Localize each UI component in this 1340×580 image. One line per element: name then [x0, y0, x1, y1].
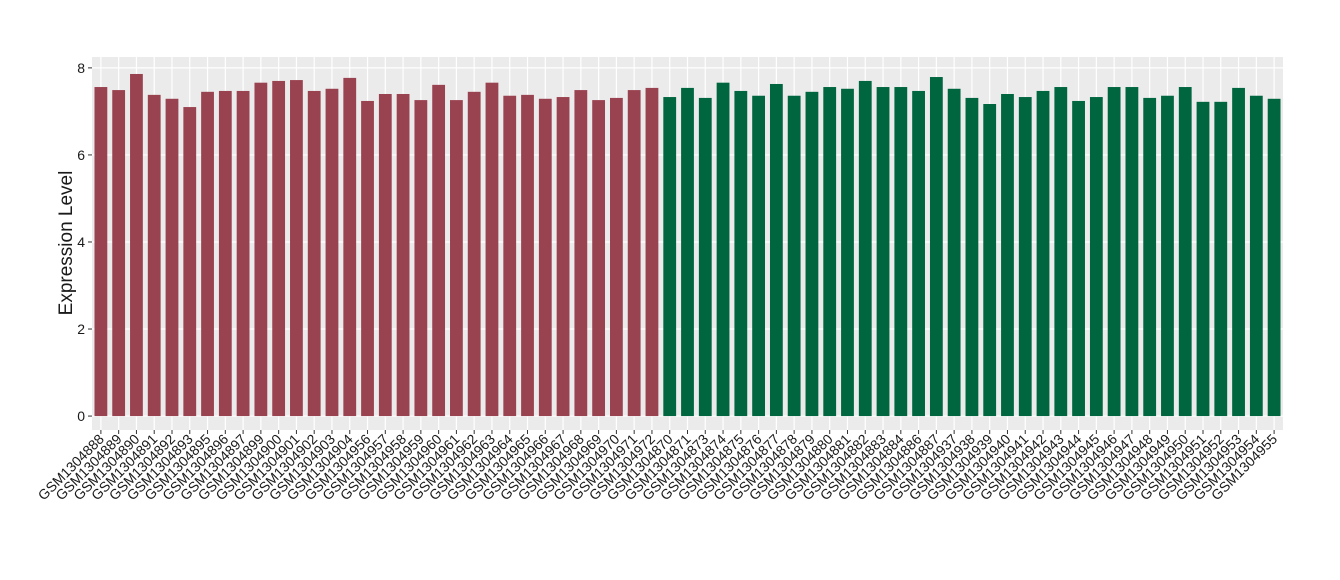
bar: [1143, 97, 1157, 417]
bar: [841, 88, 854, 417]
bar: [307, 90, 321, 417]
bar: [396, 93, 410, 417]
bar: [254, 82, 268, 417]
bar: [218, 90, 232, 417]
y-tick-label: 8: [77, 60, 85, 76]
bar: [609, 97, 623, 417]
bar: [147, 94, 161, 417]
bar: [290, 80, 303, 417]
bar: [663, 97, 677, 417]
bar: [574, 90, 588, 417]
bar: [592, 100, 606, 417]
bar: [645, 87, 659, 417]
bar: [183, 107, 197, 417]
bar: [716, 82, 730, 417]
bar: [1018, 97, 1032, 417]
bar: [1249, 95, 1263, 417]
bar: [858, 80, 872, 417]
y-tick-label: 0: [77, 408, 85, 424]
bar: [94, 87, 108, 417]
bar: [1196, 101, 1210, 417]
bar: [1036, 90, 1050, 417]
bar: [1089, 97, 1103, 417]
bar: [450, 100, 463, 417]
bar: [1267, 98, 1281, 417]
bar: [1161, 95, 1174, 417]
bar: [876, 87, 890, 417]
bar: [165, 98, 179, 417]
bar: [130, 73, 143, 417]
bar: [112, 90, 126, 417]
bar: [361, 100, 374, 417]
bar: [325, 88, 339, 417]
bar: [1125, 87, 1139, 417]
bar: [503, 95, 517, 417]
bar: [538, 98, 552, 417]
y-tick-label: 2: [77, 321, 85, 337]
bar: [965, 97, 979, 417]
bar: [521, 94, 534, 417]
bar: [1001, 93, 1014, 417]
bar: [1072, 100, 1085, 417]
bar: [485, 82, 499, 417]
y-axis-label: Expression Level: [56, 171, 77, 316]
bar: [681, 87, 694, 417]
bar: [752, 95, 766, 417]
bar: [272, 80, 286, 417]
bar: [805, 91, 819, 417]
bar: [769, 83, 783, 417]
bar: [894, 87, 908, 417]
bar: [432, 84, 446, 417]
bar: [414, 100, 428, 417]
bar: [236, 90, 250, 417]
bar: [983, 104, 997, 417]
bar: [1232, 87, 1245, 417]
bar: [912, 90, 925, 417]
bar: [698, 97, 712, 417]
bar: [1054, 87, 1068, 417]
bar: [1107, 87, 1121, 417]
bar: [343, 77, 357, 417]
bar: [823, 87, 837, 417]
bar: [1178, 87, 1192, 417]
bar: [467, 91, 481, 417]
bar: [929, 77, 943, 417]
bar: [734, 90, 748, 417]
bar: [787, 95, 801, 417]
bar: [1214, 101, 1228, 417]
bar: [947, 88, 961, 417]
bar: [627, 90, 641, 417]
bar: [378, 93, 392, 417]
bar: [201, 91, 214, 417]
y-tick-label: 6: [77, 147, 85, 163]
y-tick-label: 4: [77, 234, 85, 250]
bar: [556, 97, 570, 417]
